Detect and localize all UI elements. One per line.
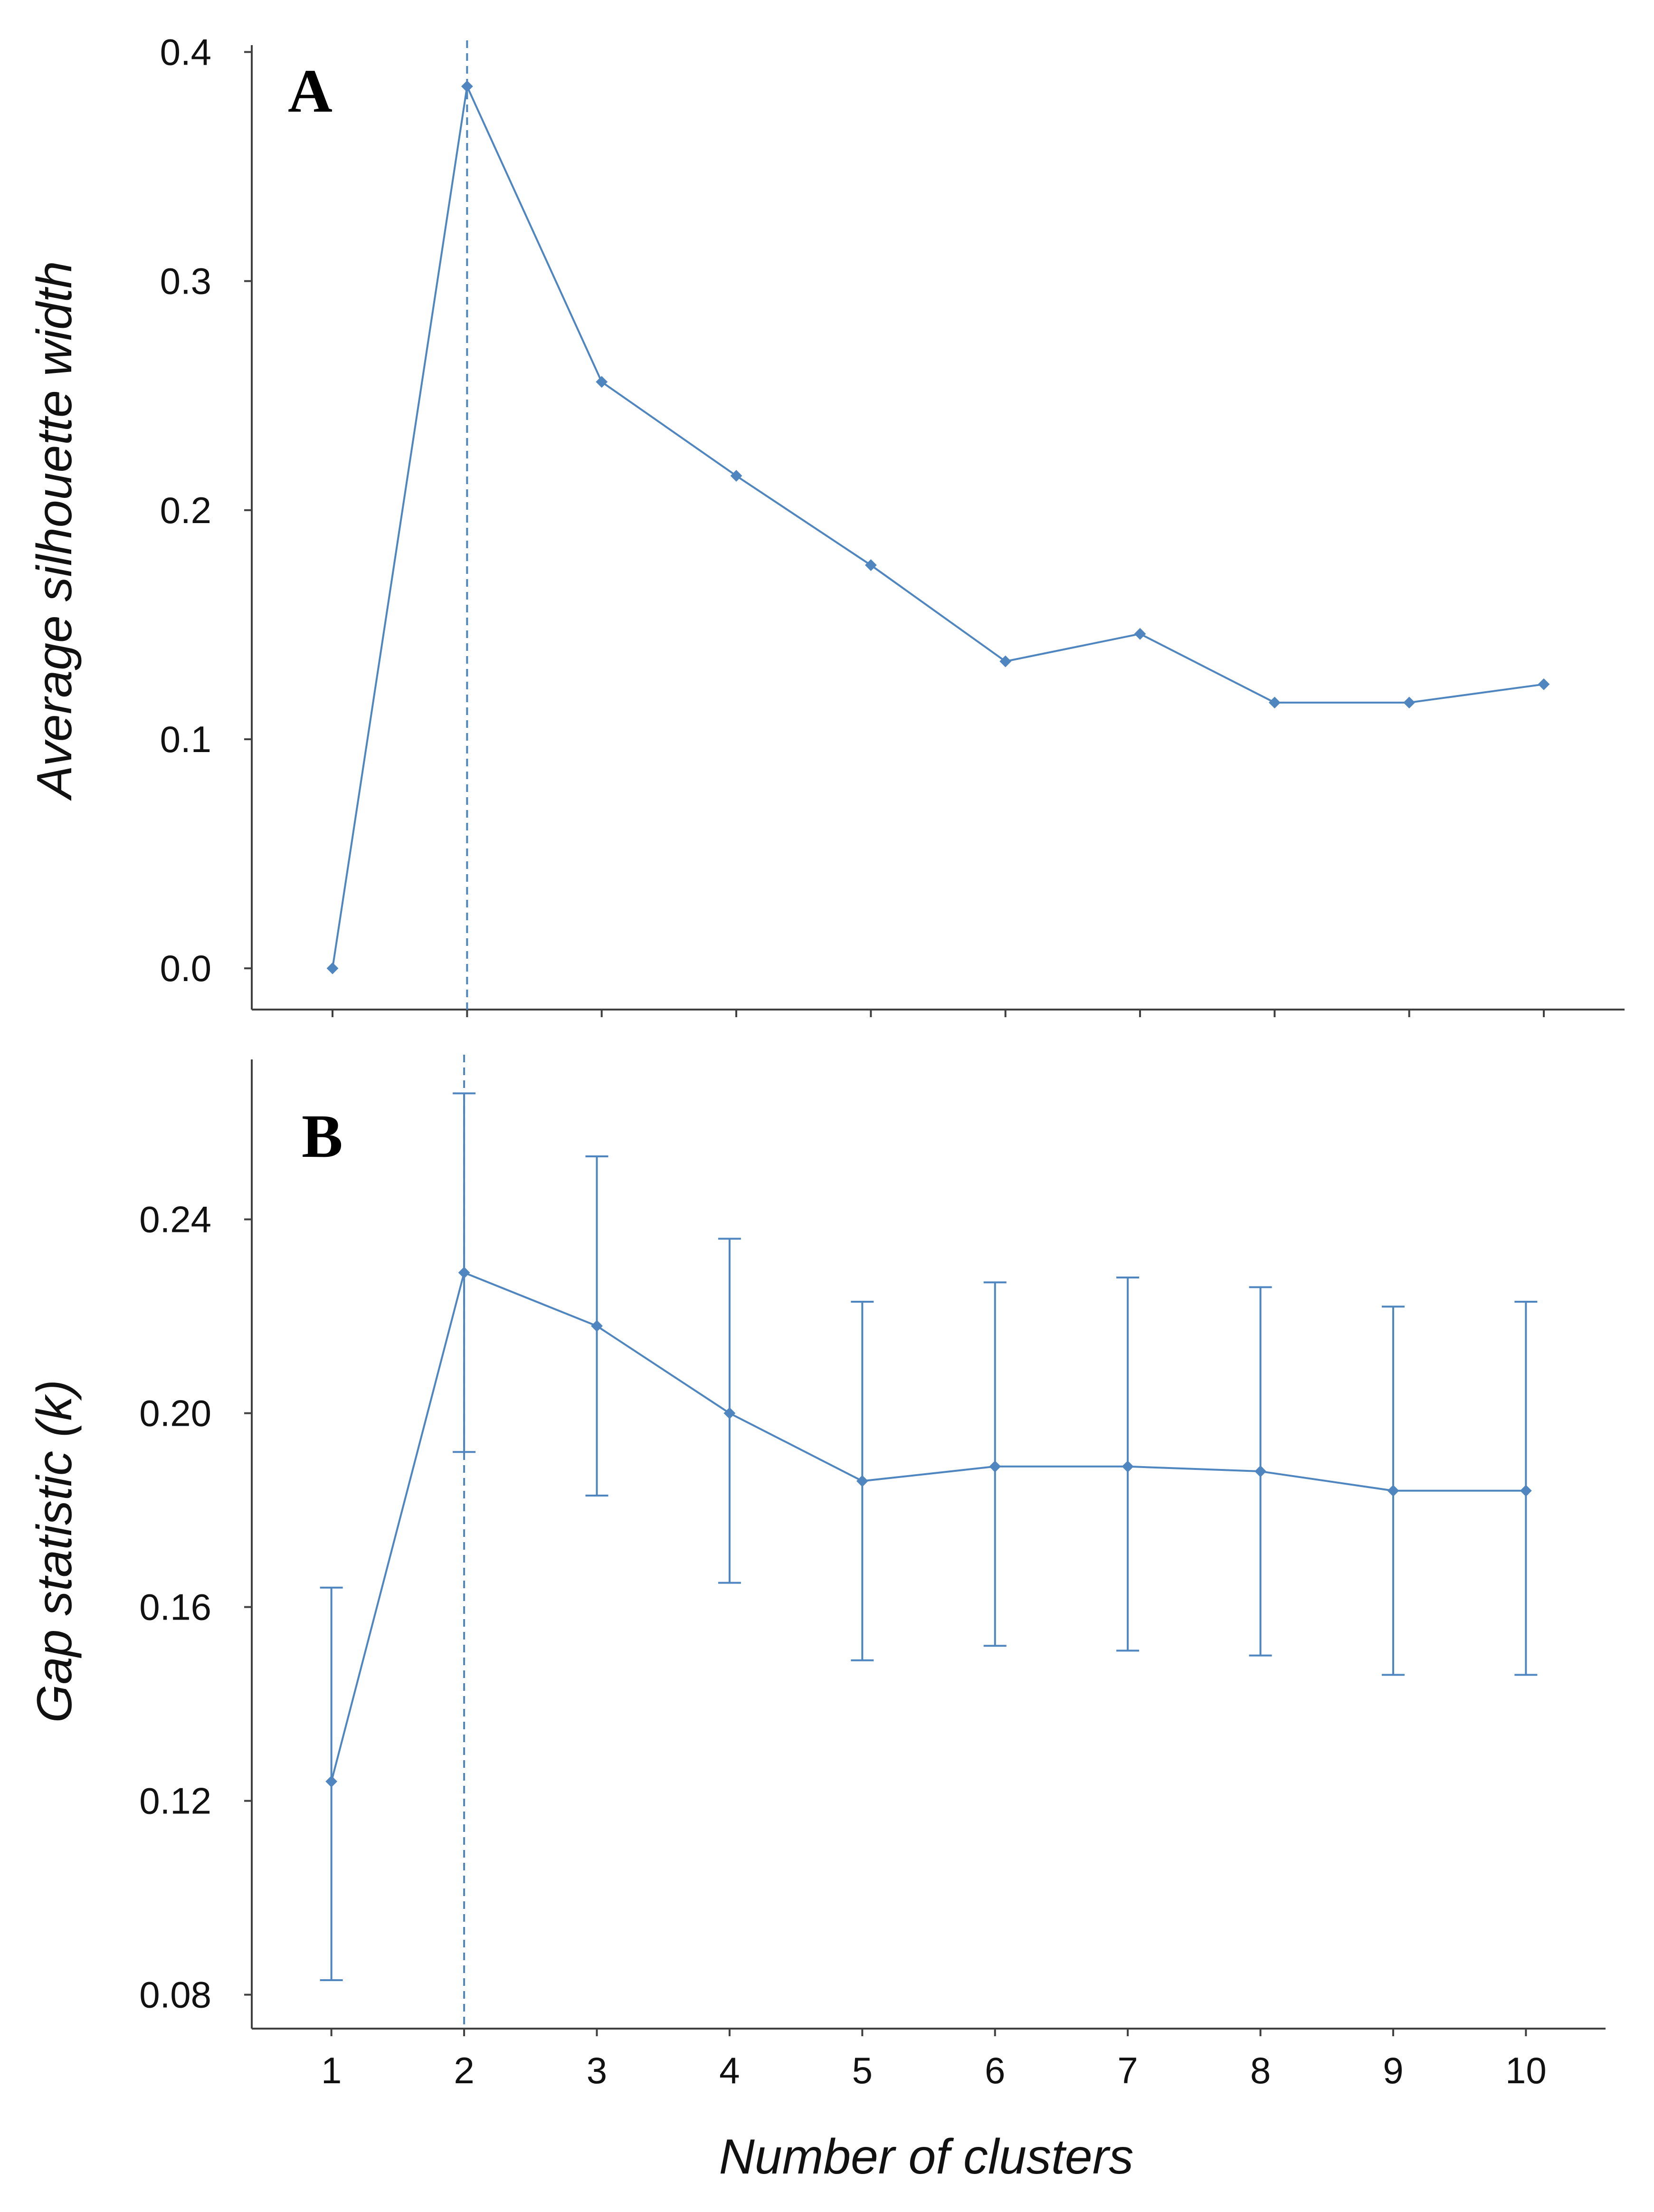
panel-a-y-axis-title: Average silhouette width [27, 261, 82, 801]
panel-b-y-axis-title: Gap statistic (k) [27, 1380, 82, 1723]
panel-b-data-point [591, 1320, 603, 1332]
panel-a-series [326, 80, 1550, 974]
panel-a-y-tick-label: 0.2 [160, 489, 211, 531]
panel-b-data-point [1520, 1485, 1532, 1497]
panel-b-data-point [1255, 1465, 1266, 1478]
panel-a: A Average silhouette width 0.00.10.20.30… [27, 31, 1625, 1017]
panel-a-axes: 0.0 0.1 0.2 0.3 0.4 [160, 31, 1625, 1017]
panel-a-data-point [1403, 696, 1416, 709]
panel-b-series-line [330, 1271, 1526, 1782]
panel-b-x-tick-label: 5 [852, 2050, 873, 2091]
panel-a-data-point [596, 376, 608, 388]
panel-b-y-tick-label: 0.08 [139, 1974, 211, 2016]
panel-b-series [320, 1092, 1538, 1981]
panel-b-data-point [1122, 1460, 1134, 1473]
panel-b-data-point [325, 1775, 338, 1788]
panel-b-x-tick-label: 1 [321, 2050, 342, 2091]
panel-a-y-tick-label: 0.4 [160, 31, 211, 73]
panel-a-series-line [332, 83, 1544, 969]
panel-a-data-point [461, 80, 473, 93]
panel-a-data-point [1538, 678, 1550, 690]
panel-b-y-tick-label: 0.16 [139, 1586, 211, 1628]
panel-a-y-tick-label: 0.0 [160, 947, 211, 989]
panel-b-data-point [458, 1267, 470, 1279]
panel-a-data-point [1134, 628, 1146, 640]
panel-a-data-point [999, 655, 1012, 667]
panel-b-axes: 0.08 0.12 0.16 0.20 0.24 1 2 3 4 5 6 7 8 9 10 [139, 1059, 1606, 2091]
panel-b-letter: B [302, 1102, 343, 1171]
panel-a-y-tick-label: 0.1 [160, 718, 211, 760]
panel-a-data-point [326, 962, 339, 974]
panel-a-data-point [865, 559, 877, 571]
x-axis-title: Number of clusters [719, 2129, 1134, 2184]
panel-b-y-tick-label: 0.20 [139, 1392, 211, 1434]
panel-b-x-tick-label: 9 [1383, 2050, 1403, 2091]
panel-b-x-tick-label: 3 [587, 2050, 607, 2091]
panel-b-x-tick-label: 10 [1505, 2050, 1547, 2091]
panel-b: B Gap statistic (k) 0.08 0.12 0.16 0.20 0.24… [27, 1055, 1606, 2091]
panel-b-y-tick-label: 0.24 [139, 1199, 211, 1240]
panel-b-x-tick-label: 4 [719, 2050, 740, 2091]
panel-a-letter: A [288, 57, 333, 125]
panel-b-data-point [856, 1475, 868, 1487]
panel-b-data-point [1387, 1485, 1399, 1497]
panel-b-x-tick-label: 7 [1117, 2050, 1138, 2091]
panel-a-data-point [1268, 696, 1281, 709]
panel-a-y-tick-label: 0.3 [160, 260, 211, 302]
panel-b-x-tick-label: 8 [1250, 2050, 1271, 2091]
panel-b-x-tick-label: 2 [454, 2050, 474, 2091]
panel-a-data-point [730, 470, 742, 482]
panel-b-x-tick-label: 6 [985, 2050, 1005, 2091]
panel-b-data-point [723, 1407, 736, 1420]
panel-b-data-point [989, 1460, 1001, 1473]
panel-b-y-tick-label: 0.12 [139, 1780, 211, 1822]
